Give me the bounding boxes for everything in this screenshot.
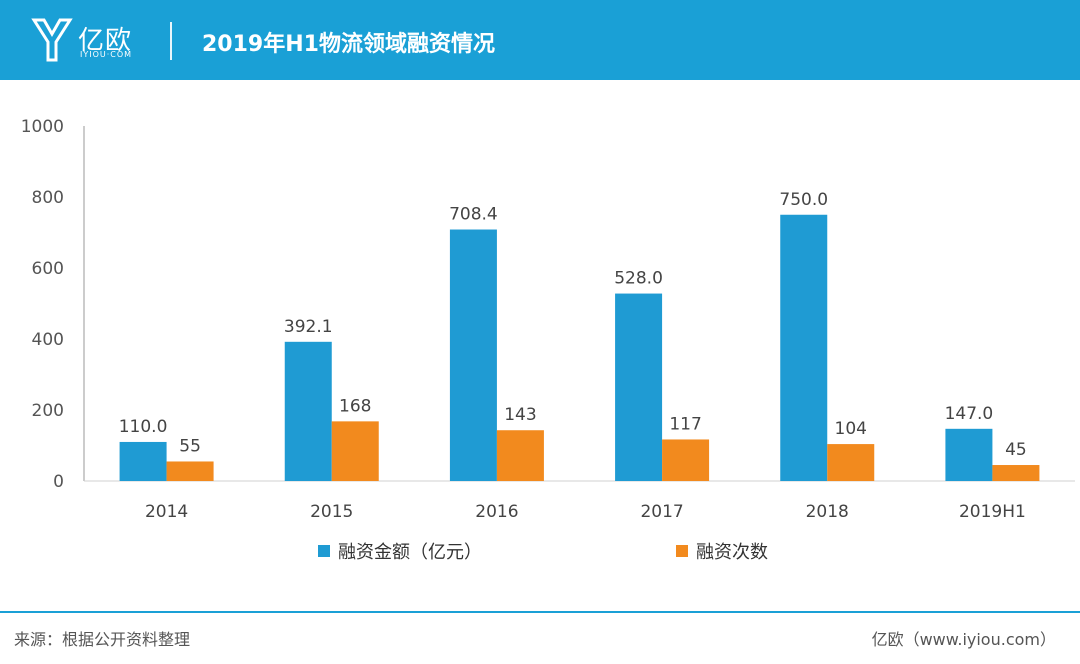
data-label-amount: 708.4 (449, 205, 498, 225)
legend-item-count: 融资次数 (676, 540, 768, 563)
data-label-amount: 147.0 (945, 404, 994, 424)
x-tick-label: 2019H1 (959, 502, 1026, 522)
iyiou-logo-icon (31, 18, 73, 62)
bar-amount (780, 214, 828, 481)
bar-amount (119, 441, 167, 481)
site-credit: 亿欧（www.iyiou.com） (871, 630, 1056, 649)
bar-count (166, 461, 214, 481)
legend-label-amount: 融资金额（亿元） (338, 542, 482, 563)
bar-count (331, 421, 379, 481)
bar-count (992, 465, 1040, 481)
data-label-amount: 528.0 (614, 269, 663, 289)
logo-text: 亿欧 (78, 26, 133, 56)
bar-amount (615, 293, 663, 481)
x-tick-label: 2014 (145, 502, 188, 522)
y-tick-label: 1000 (21, 117, 64, 137)
data-label-count: 104 (835, 419, 867, 439)
data-label-amount: 392.1 (284, 317, 333, 337)
y-tick-label: 800 (32, 188, 64, 208)
y-tick-label: 200 (32, 401, 64, 421)
header-divider (170, 22, 172, 60)
bar-count (496, 430, 544, 481)
legend-item-amount: 融资金额（亿元） (318, 540, 482, 563)
header-bar: 亿欧 IYIOU·COM 2019年H1物流领域融资情况 (0, 0, 1080, 80)
footer-divider (0, 611, 1080, 613)
page-title: 2019年H1物流领域融资情况 (202, 32, 495, 57)
legend-swatch-amount (318, 545, 330, 557)
data-label-count: 143 (504, 405, 536, 425)
bar-chart: 0 200 400 600 800 1000 110.0 55 2014 392.1 168 2015… (21, 117, 1075, 522)
data-label-count: 117 (669, 414, 701, 434)
data-label-amount: 110.0 (119, 417, 168, 437)
logo-subtext: IYIOU·COM (80, 50, 133, 59)
source-note: 来源：根据公开资料整理 (14, 630, 191, 649)
bar-amount (449, 229, 497, 481)
x-tick-label: 2016 (475, 502, 518, 522)
x-tick-label: 2015 (310, 502, 353, 522)
y-tick-label: 600 (32, 259, 64, 279)
data-label-count: 45 (1005, 440, 1027, 460)
y-tick-label: 400 (32, 330, 64, 350)
data-label-count: 55 (179, 436, 201, 456)
x-tick-label: 2018 (806, 502, 849, 522)
y-tick-label: 0 (53, 472, 64, 492)
bar-amount (945, 428, 993, 481)
bar-amount (284, 341, 332, 481)
data-label-amount: 750.0 (779, 190, 828, 210)
bar-count (662, 439, 710, 481)
bar-count (827, 444, 875, 481)
legend-swatch-count (676, 545, 688, 557)
x-tick-label: 2017 (640, 502, 683, 522)
data-label-count: 168 (339, 396, 371, 416)
legend-label-count: 融资次数 (696, 542, 768, 563)
